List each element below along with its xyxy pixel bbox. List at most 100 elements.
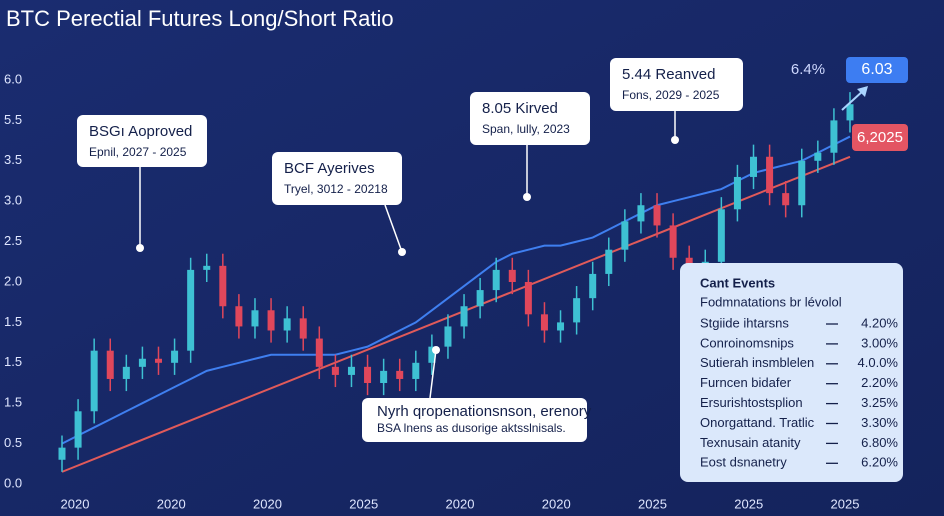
callout-subtitle: Tryel, 3012 - 20218 (284, 182, 388, 196)
candle-body (331, 366, 339, 375)
candle-body (782, 193, 790, 206)
panel-title: Cant Events (700, 275, 775, 290)
x-tick-label: 2025 (734, 496, 763, 511)
callout-subtitle: Span, lully, 2023 (482, 122, 570, 136)
y-tick-label: 6.0 (4, 71, 22, 86)
panel-row-value: 3.30% (861, 415, 898, 430)
candle-body (605, 249, 613, 274)
callout-dot (523, 193, 531, 201)
callout-subtitle: Fons, 2029 - 2025 (622, 88, 720, 102)
y-tick-label: 3.5 (4, 152, 22, 167)
panel-row-value: 3.00% (861, 335, 898, 350)
candle-body (364, 366, 372, 383)
candle-body (171, 350, 179, 363)
candle-body (653, 205, 661, 226)
candle-body (106, 350, 114, 379)
candle-body (412, 362, 420, 379)
x-tick-label: 2020 (157, 496, 186, 511)
candle-body (524, 282, 532, 315)
candle-body (444, 326, 452, 347)
candle-body (733, 176, 741, 210)
candle-body (540, 314, 548, 331)
candle-body (830, 120, 838, 153)
candle-body (766, 156, 774, 194)
panel-row-label: Eost dsnanetry (700, 455, 787, 470)
y-tick-label: 5.5 (4, 112, 22, 127)
candle-body (573, 298, 581, 323)
callout-pointer (429, 349, 437, 399)
candle-body (492, 269, 500, 291)
callout-dot (136, 244, 144, 252)
panel-row-value: 4.0.0% (858, 355, 899, 370)
candle-body (219, 265, 227, 307)
candle-body (58, 447, 66, 460)
candle-body (476, 290, 484, 307)
candle-body (460, 306, 468, 327)
candle-body (347, 366, 355, 375)
panel-row-value: 2.20% (861, 375, 898, 390)
y-tick-label: 1.5 (4, 354, 22, 369)
y-tick-label: 1.5 (4, 314, 22, 329)
candle-body (637, 205, 645, 222)
callout-title: 8.05 Kirved (482, 100, 558, 117)
chart-title: BTC Perectial Futures Long/Short Ratio (6, 6, 394, 31)
candle-body (299, 318, 307, 339)
candle-body (396, 370, 404, 379)
candle-body (621, 221, 629, 250)
candle-body (589, 273, 597, 299)
panel-row-value: 6.80% (861, 435, 898, 450)
callout-dot (671, 136, 679, 144)
callout-box (362, 398, 587, 442)
candle-body (669, 225, 677, 258)
callout-box (77, 115, 207, 167)
panel-row-label: Furncen bidafer (700, 375, 792, 390)
badge-percent: 6.4% (791, 61, 825, 78)
badge-red (852, 124, 908, 151)
callout-box (470, 92, 590, 145)
candle-body (380, 370, 388, 383)
candle-body (235, 306, 243, 327)
x-tick-label: 2025 (638, 496, 667, 511)
candle-body (138, 358, 146, 367)
x-tick-label: 2020 (61, 496, 90, 511)
candle-body (750, 156, 758, 177)
panel-row-label: Sutierah insmblelen (700, 355, 814, 370)
candle-body (428, 346, 436, 363)
y-tick-label: 2.5 (4, 233, 22, 248)
callout-title: BSGı Aoproved (89, 123, 192, 140)
panel-subtitle: Fodmnatations br lévolol (700, 294, 842, 309)
panel-row-value: 6.20% (861, 455, 898, 470)
callout-subtitle: BSA lnens as dusorige aktsslnisals. (377, 421, 566, 435)
y-tick-label: 1.5 (4, 395, 22, 410)
badge-blue-label: 6.03 (861, 61, 892, 78)
callout-subtitle: Epnil, 2027 - 2025 (89, 145, 187, 159)
callout-dot (432, 346, 440, 354)
candle-body (122, 366, 130, 379)
badge-red-label: 6,2025 (857, 129, 903, 146)
panel-row-value: 3.25% (861, 395, 898, 410)
candle-body (315, 338, 323, 367)
callout-title: BCF Ayerives (284, 160, 375, 177)
panel-row-label: Onorgattand. Tratlic (700, 415, 815, 430)
candle-body (798, 160, 806, 206)
candle-body (508, 269, 516, 282)
candle-body (203, 265, 211, 270)
candle-body (154, 358, 162, 363)
badge-blue (846, 57, 908, 83)
panel-row-label: Conroinomsnips (700, 335, 794, 350)
events-panel (680, 263, 903, 482)
candle-body (557, 322, 565, 331)
candle-body (267, 310, 275, 331)
candle-body (187, 269, 195, 351)
x-tick-label: 2020 (542, 496, 571, 511)
panel-row-value: 4.20% (861, 315, 898, 330)
callout-dot (398, 248, 406, 256)
candle-body (717, 209, 725, 262)
callout-title: 5.44 Reanved (622, 66, 715, 83)
candle-body (283, 318, 291, 331)
y-tick-label: 0.0 (4, 475, 22, 490)
callout-title: Nyrh qropenationsnson, erenory (377, 403, 592, 420)
candle-body (74, 411, 82, 448)
